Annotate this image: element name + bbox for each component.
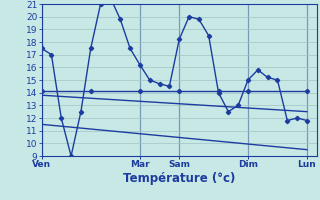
X-axis label: Température (°c): Température (°c) xyxy=(123,172,236,185)
